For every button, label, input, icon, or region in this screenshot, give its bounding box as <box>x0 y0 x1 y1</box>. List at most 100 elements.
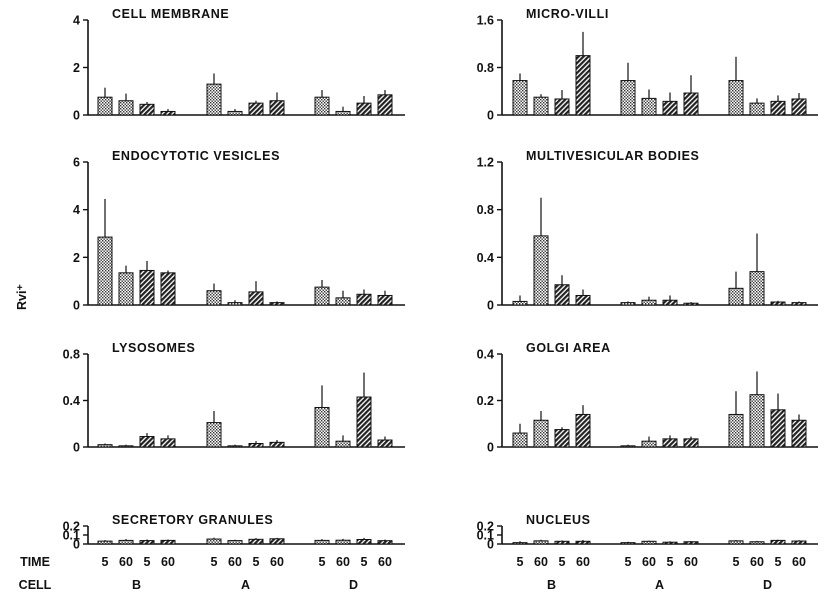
time-tick-label: 5 <box>253 555 260 569</box>
bar <box>269 441 285 448</box>
panel-cell-membrane: 0 2 4 CELL MEMBRANE <box>73 7 405 123</box>
y-tick-label: 6 <box>73 156 80 170</box>
bar <box>269 538 285 545</box>
bar <box>620 542 636 545</box>
y-tick-label: 0.8 <box>477 61 494 75</box>
bar <box>97 540 113 545</box>
bar <box>97 236 113 306</box>
y-axis-label: Rvi⁺ <box>15 284 29 310</box>
bar <box>118 272 134 306</box>
bar <box>791 302 807 306</box>
bar <box>770 100 786 116</box>
bar <box>620 302 636 306</box>
bar <box>335 297 351 306</box>
panel-multivesicular-bodies: 0 0.4 0.8 1.2 MULTIVESICULAR BODIES <box>477 149 818 313</box>
y-tick-label: 2 <box>73 251 80 265</box>
bar <box>377 540 393 545</box>
y-tick-label: 0 <box>487 299 494 313</box>
y-tick-label: 2 <box>73 61 80 75</box>
bar <box>227 445 243 448</box>
panel-endocytotic-vesicles: 0 2 4 6 ENDOCYTOTIC VESICLES <box>73 149 405 313</box>
bar <box>533 540 549 545</box>
bar <box>160 110 176 116</box>
panel-title: ENDOCYTOTIC VESICLES <box>112 149 280 163</box>
y-tick-label: 0.1 <box>477 529 494 543</box>
bar <box>139 436 155 448</box>
y-tick-label: 0 <box>487 441 494 455</box>
bar <box>335 539 351 545</box>
bar <box>118 445 134 448</box>
bar <box>227 302 243 306</box>
y-tick-label: 0.2 <box>63 520 80 534</box>
bar <box>728 540 744 545</box>
time-tick-label: 5 <box>775 555 782 569</box>
panel-secretory-granules: 00.10.2 SECRETORY GRANULES <box>63 513 405 552</box>
bar <box>335 110 351 116</box>
bar <box>269 302 285 306</box>
bar <box>314 406 330 448</box>
cell-group-label: B <box>547 578 556 592</box>
bar <box>227 110 243 116</box>
cell-group-label: B <box>132 578 141 592</box>
bar <box>749 102 765 116</box>
bar <box>662 299 678 306</box>
panel-title: MULTIVESICULAR BODIES <box>526 149 699 163</box>
y-tick-label: 0.4 <box>477 251 494 265</box>
panel-micro-villi: 0 0.8 1.6 MICRO-VILLI <box>477 7 818 123</box>
bar <box>770 409 786 448</box>
bar <box>160 272 176 306</box>
bar <box>749 271 765 306</box>
bar <box>770 539 786 545</box>
bar <box>160 438 176 448</box>
time-tick-label: 5 <box>319 555 326 569</box>
bar <box>118 100 134 116</box>
time-tick-label: 60 <box>228 555 242 569</box>
bar <box>533 235 549 306</box>
bar <box>791 419 807 448</box>
time-tick-label: 60 <box>750 555 764 569</box>
panel-title: LYSOSOMES <box>112 341 195 355</box>
bar <box>575 413 591 448</box>
bar <box>791 98 807 116</box>
bar <box>749 541 765 545</box>
panel-title: SECRETORY GRANULES <box>112 513 273 527</box>
bar <box>139 540 155 545</box>
panel-title: NUCLEUS <box>526 513 591 527</box>
y-tick-label: 0 <box>73 109 80 123</box>
bar <box>683 438 699 448</box>
bar <box>662 438 678 448</box>
bar <box>206 290 222 306</box>
time-tick-label: 5 <box>144 555 151 569</box>
bar <box>533 419 549 448</box>
y-tick-label: 0.8 <box>63 348 80 362</box>
bar <box>554 429 570 448</box>
cell-group-label: A <box>241 578 250 592</box>
bar <box>97 96 113 116</box>
time-tick-label: 60 <box>378 555 392 569</box>
bar <box>512 80 528 116</box>
cell-row-label: CELL <box>19 578 52 592</box>
time-tick-label: 60 <box>684 555 698 569</box>
bar <box>641 540 657 545</box>
bar <box>512 432 528 448</box>
y-tick-label: 1.6 <box>477 14 494 28</box>
y-tick-label: 0 <box>487 109 494 123</box>
panel-lysosomes: 0 0.4 0.8 LYSOSOMES <box>63 341 405 455</box>
time-tick-label: 60 <box>161 555 175 569</box>
y-tick-label: 0 <box>73 299 80 313</box>
bar <box>227 540 243 545</box>
bar <box>770 301 786 306</box>
bar <box>377 294 393 306</box>
bar <box>335 440 351 448</box>
bar <box>554 540 570 545</box>
y-tick-label: 0 <box>73 538 80 552</box>
time-tick-label: 5 <box>102 555 109 569</box>
bar <box>620 80 636 116</box>
bar <box>269 100 285 116</box>
bar <box>728 80 744 116</box>
bar <box>662 541 678 545</box>
bar <box>356 102 372 116</box>
y-tick-label: 0.2 <box>477 394 494 408</box>
time-tick-label: 5 <box>733 555 740 569</box>
bar <box>641 440 657 448</box>
